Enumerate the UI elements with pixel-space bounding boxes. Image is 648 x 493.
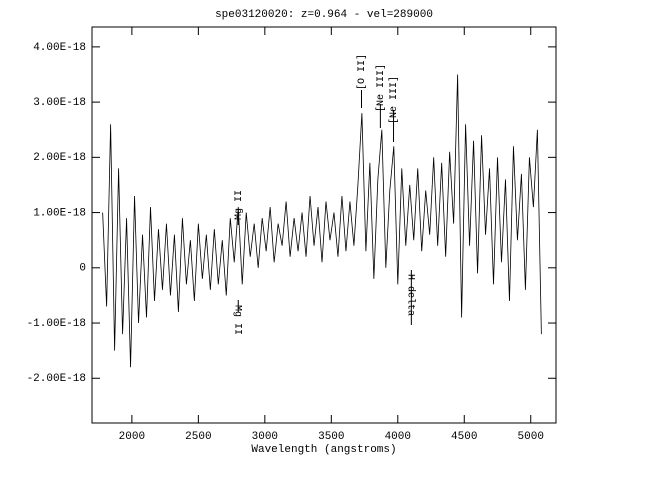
plot-frame [91, 26, 557, 424]
x-tick-label: 3000 [252, 431, 278, 443]
y-tick-label: 3.00E-18 [33, 97, 86, 109]
x-axis-label: Wavelength (angstroms) [251, 444, 396, 456]
x-tick-label: 4500 [451, 431, 477, 443]
annotation-label: [O II] [356, 54, 368, 90]
y-tick-label: 2.00E-18 [33, 152, 86, 164]
spectrum-line [102, 74, 542, 368]
x-tick-label: 4000 [385, 431, 411, 443]
x-tick-label: 2000 [119, 431, 145, 443]
y-tick-label: -2.00E-18 [27, 373, 86, 385]
x-tick-label: 5000 [518, 431, 544, 443]
y-tick-label: -1.00E-18 [27, 318, 86, 330]
annotation-label: [Ne III] [375, 64, 387, 112]
annotation-label: H delta [405, 274, 417, 316]
x-tick-label: 3500 [318, 431, 344, 443]
annotation-label: [Ne III] [388, 76, 400, 124]
chart-title: spe03120020: z=0.964 - vel=289000 [215, 9, 433, 21]
y-tick-label: 4.00E-18 [33, 42, 86, 54]
y-tick-label: 1.00E-18 [33, 207, 86, 219]
annotation-label: Mg II [232, 305, 243, 335]
annotation-label: Mg II [234, 190, 245, 220]
x-tick-label: 2500 [185, 431, 211, 443]
y-tick-label: 0 [79, 263, 86, 275]
